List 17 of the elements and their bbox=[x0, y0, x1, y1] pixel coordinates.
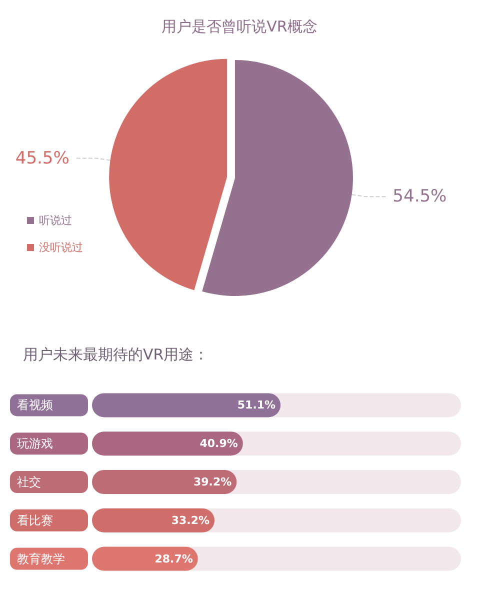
data-label: 33.2% bbox=[171, 514, 210, 527]
chart-title: 用户未来最期待的VR用途： bbox=[23, 346, 209, 364]
data-label: 45.5% bbox=[15, 148, 70, 168]
category-label: 看比赛 bbox=[17, 513, 53, 528]
legend-label: 听说过 bbox=[39, 214, 72, 227]
data-label: 28.7% bbox=[154, 552, 193, 566]
category-label: 教育教学 bbox=[17, 552, 65, 566]
data-label: 40.9% bbox=[200, 437, 238, 450]
category-label: 社交 bbox=[17, 475, 41, 489]
data-label: 51.1% bbox=[237, 398, 276, 412]
bar bbox=[92, 546, 198, 571]
category-label: 看视频 bbox=[17, 398, 53, 412]
data-label: 39.2% bbox=[193, 476, 232, 488]
data-label: 54.5% bbox=[392, 186, 447, 207]
category-label: 玩游戏 bbox=[17, 436, 53, 451]
legend-label: 没听说过 bbox=[39, 241, 83, 254]
chart-title: 用户是否曾听说VR概念 bbox=[162, 18, 318, 36]
